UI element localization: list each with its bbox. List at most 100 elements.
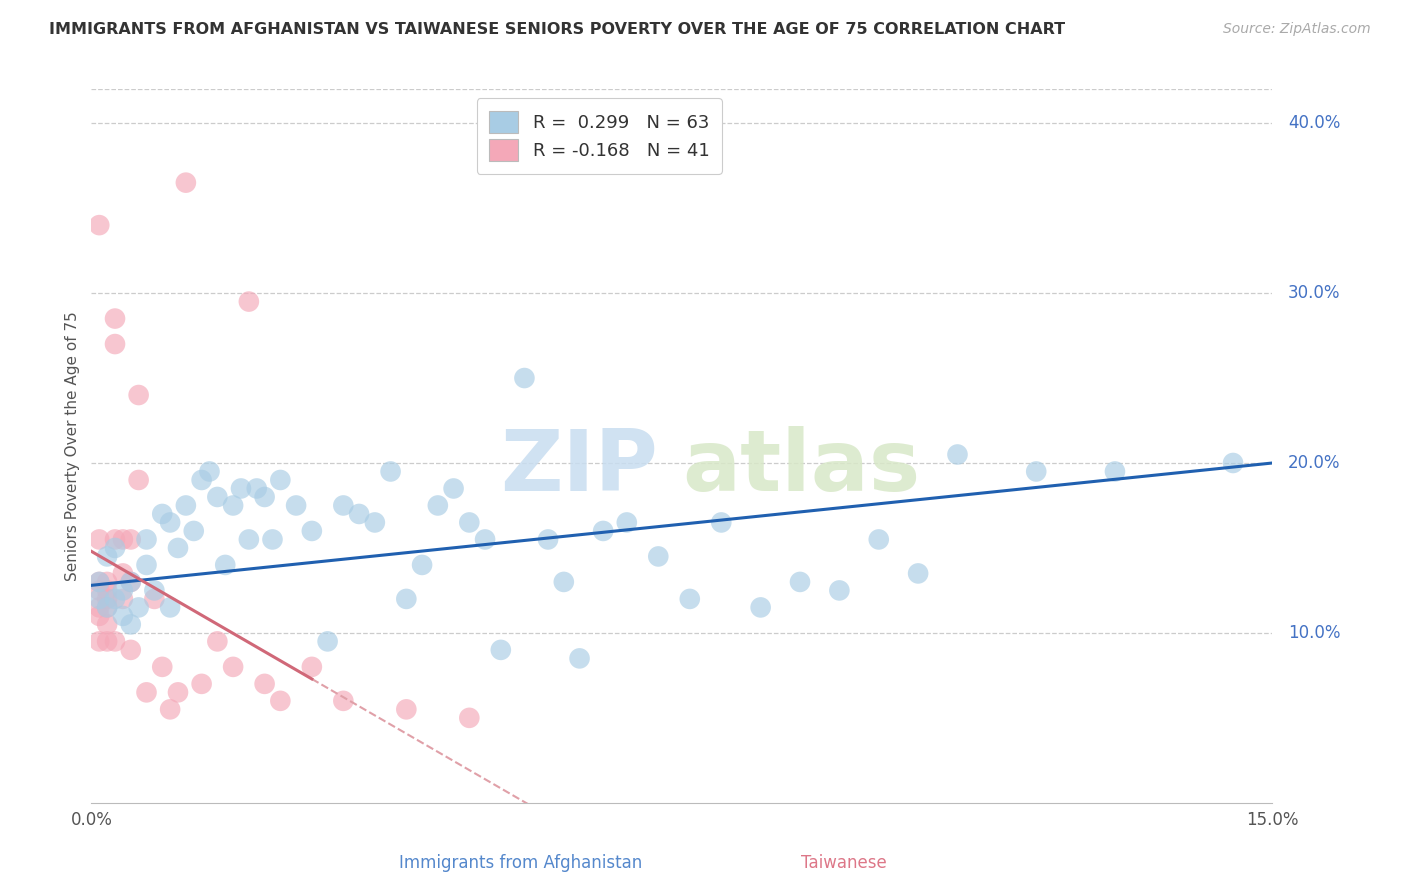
Text: ZIP: ZIP: [501, 425, 658, 509]
Point: [553, 574, 575, 589]
Point: [128, 388, 150, 402]
Point: [135, 558, 157, 572]
Point: [679, 591, 702, 606]
Point: [89, 574, 111, 589]
Point: [592, 524, 614, 538]
Point: [120, 643, 142, 657]
Point: [104, 311, 127, 326]
Point: [395, 591, 418, 606]
Point: [868, 533, 890, 547]
Point: [238, 294, 260, 309]
Point: [159, 702, 181, 716]
Point: [1104, 465, 1126, 479]
Text: IMMIGRANTS FROM AFGHANISTAN VS TAIWANESE SENIORS POVERTY OVER THE AGE OF 75 CORR: IMMIGRANTS FROM AFGHANISTAN VS TAIWANESE…: [49, 22, 1066, 37]
Text: 20.0%: 20.0%: [1288, 454, 1341, 472]
Point: [143, 591, 166, 606]
Point: [489, 643, 512, 657]
Point: [159, 600, 181, 615]
Point: [537, 533, 560, 547]
Point: [96, 574, 118, 589]
Point: [474, 533, 496, 547]
Text: atlas: atlas: [682, 425, 920, 509]
Point: [253, 677, 276, 691]
Point: [238, 533, 260, 547]
Point: [207, 634, 229, 648]
Point: [364, 516, 387, 530]
Point: [150, 507, 173, 521]
Point: [174, 499, 197, 513]
Point: [190, 473, 212, 487]
Point: [828, 583, 851, 598]
Point: [647, 549, 669, 564]
Point: [89, 608, 111, 623]
Point: [128, 473, 150, 487]
Point: [789, 574, 811, 589]
Legend: R =  0.299   N = 63, R = -0.168   N = 41: R = 0.299 N = 63, R = -0.168 N = 41: [477, 98, 721, 174]
Point: [89, 600, 111, 615]
Point: [167, 541, 190, 555]
Point: [111, 583, 134, 598]
Point: [120, 574, 142, 589]
Point: [89, 218, 111, 232]
Point: [89, 591, 111, 606]
Point: [198, 465, 221, 479]
Point: [316, 634, 339, 648]
Point: [128, 600, 150, 615]
Point: [104, 541, 127, 555]
Point: [104, 533, 127, 547]
Point: [190, 677, 212, 691]
Point: [150, 660, 173, 674]
Point: [426, 499, 449, 513]
Text: 30.0%: 30.0%: [1288, 284, 1341, 302]
Point: [214, 558, 236, 572]
Point: [332, 694, 354, 708]
Point: [111, 533, 134, 547]
Point: [269, 473, 291, 487]
Point: [411, 558, 433, 572]
Point: [167, 685, 190, 699]
Point: [458, 516, 481, 530]
Point: [253, 490, 276, 504]
Point: [1025, 465, 1047, 479]
Point: [111, 591, 134, 606]
Point: [135, 685, 157, 699]
Point: [120, 574, 142, 589]
Point: [246, 482, 269, 496]
Point: [89, 634, 111, 648]
Point: [89, 574, 111, 589]
Text: Source: ZipAtlas.com: Source: ZipAtlas.com: [1223, 22, 1371, 37]
Point: [347, 507, 370, 521]
Point: [269, 694, 291, 708]
Point: [96, 583, 118, 598]
Point: [135, 533, 157, 547]
Point: [89, 533, 111, 547]
Point: [229, 482, 252, 496]
Point: [183, 524, 205, 538]
Point: [568, 651, 591, 665]
Point: [143, 583, 166, 598]
Point: [443, 482, 465, 496]
Point: [159, 516, 181, 530]
Point: [111, 608, 134, 623]
Point: [120, 533, 142, 547]
Point: [96, 634, 118, 648]
Point: [332, 499, 354, 513]
Point: [285, 499, 308, 513]
Point: [616, 516, 638, 530]
Point: [96, 600, 118, 615]
Point: [301, 660, 323, 674]
Y-axis label: Seniors Poverty Over the Age of 75: Seniors Poverty Over the Age of 75: [65, 311, 80, 581]
Text: Immigrants from Afghanistan: Immigrants from Afghanistan: [398, 855, 643, 872]
Point: [104, 337, 127, 351]
Point: [207, 490, 229, 504]
Point: [395, 702, 418, 716]
Text: 10.0%: 10.0%: [1288, 624, 1341, 642]
Point: [301, 524, 323, 538]
Point: [749, 600, 772, 615]
Point: [907, 566, 929, 581]
Point: [96, 600, 118, 615]
Point: [104, 634, 127, 648]
Point: [458, 711, 481, 725]
Point: [380, 465, 402, 479]
Point: [96, 549, 118, 564]
